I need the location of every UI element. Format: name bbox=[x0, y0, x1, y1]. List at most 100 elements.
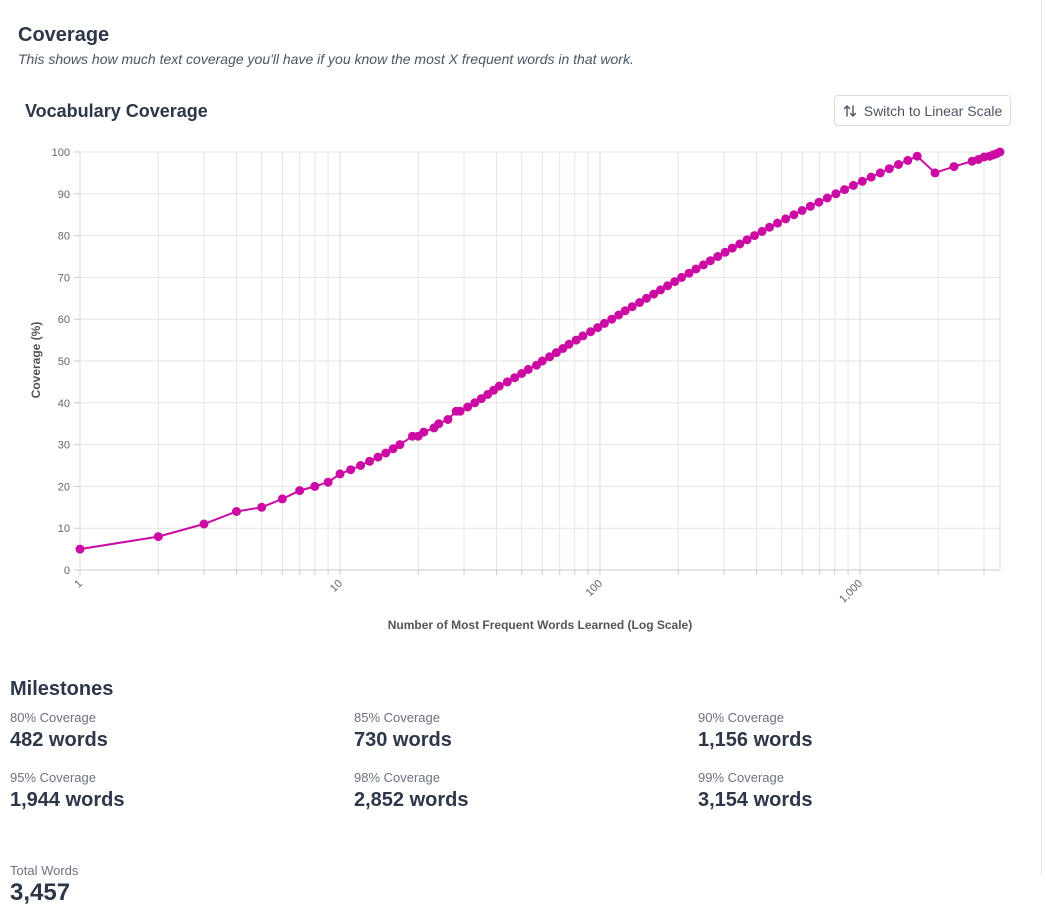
milestone-98: 98% Coverage 2,852 words bbox=[354, 770, 469, 813]
data-point bbox=[649, 289, 659, 299]
data-point bbox=[356, 461, 366, 470]
data-point bbox=[670, 277, 680, 287]
milestones-title: Milestones bbox=[10, 678, 114, 700]
data-point bbox=[930, 168, 940, 178]
total-words-value: 3,457 bbox=[10, 879, 71, 906]
milestone-label: 95% Coverage bbox=[10, 770, 96, 785]
data-point bbox=[805, 201, 815, 211]
data-point bbox=[365, 456, 375, 466]
y-tick-label: 20 bbox=[58, 481, 70, 493]
y-axis-label: Coverage (%) bbox=[29, 322, 43, 399]
data-point bbox=[545, 352, 555, 362]
data-point bbox=[277, 494, 287, 504]
data-point bbox=[765, 222, 774, 232]
milestone-90: 90% Coverage 1,156 words bbox=[698, 710, 813, 753]
data-point bbox=[814, 197, 824, 207]
data-point bbox=[578, 331, 588, 341]
data-point bbox=[599, 318, 609, 328]
data-point bbox=[797, 206, 807, 215]
milestone-label: 85% Coverage bbox=[354, 710, 440, 725]
data-point bbox=[912, 151, 922, 161]
data-point bbox=[677, 272, 687, 282]
total-words-label: Total Words bbox=[10, 863, 79, 878]
data-point bbox=[995, 147, 1005, 157]
milestone-label: 98% Coverage bbox=[354, 770, 440, 785]
data-point bbox=[684, 268, 694, 278]
data-point bbox=[781, 214, 791, 224]
data-point bbox=[373, 452, 383, 462]
y-tick-label: 70 bbox=[58, 272, 70, 284]
y-tick-label: 0 bbox=[64, 565, 70, 577]
data-point bbox=[840, 185, 850, 195]
data-point bbox=[232, 507, 241, 516]
data-point bbox=[642, 293, 651, 303]
x-tick-label: 1,000 bbox=[837, 578, 865, 606]
x-tick-label: 100 bbox=[584, 578, 605, 599]
x-axis-label: Number of Most Frequent Words Learned (L… bbox=[388, 618, 692, 632]
total-words: Total Words 3,457 bbox=[10, 863, 78, 906]
data-point bbox=[627, 302, 637, 312]
data-point bbox=[323, 477, 333, 487]
chart-grid bbox=[79, 151, 1001, 571]
data-point bbox=[551, 348, 561, 358]
y-tick-label: 50 bbox=[58, 356, 70, 368]
swap-vertical-icon bbox=[843, 104, 856, 117]
y-tick-label: 10 bbox=[58, 523, 70, 535]
data-point bbox=[773, 218, 782, 228]
milestone-value: 1,944 words bbox=[10, 789, 125, 811]
milestone-label: 99% Coverage bbox=[698, 770, 784, 785]
switch-scale-label: Switch to Linear Scale bbox=[863, 102, 1003, 119]
data-point bbox=[517, 369, 527, 378]
data-point bbox=[691, 264, 701, 274]
data-point bbox=[663, 281, 673, 291]
coverage-line bbox=[79, 151, 1001, 551]
data-point bbox=[742, 235, 752, 245]
data-point bbox=[735, 239, 745, 249]
y-tick-label: 40 bbox=[58, 398, 70, 410]
data-point bbox=[510, 373, 520, 383]
milestone-label: 90% Coverage bbox=[698, 710, 784, 725]
milestones-section: Milestones 80% Coverage 482 words 85% Co… bbox=[10, 677, 1040, 906]
data-point bbox=[502, 377, 512, 387]
page-title: Coverage bbox=[18, 24, 110, 46]
data-point bbox=[757, 226, 767, 236]
data-point bbox=[295, 486, 305, 496]
milestone-value: 1,156 words bbox=[698, 729, 813, 751]
y-tick-label: 60 bbox=[58, 314, 70, 326]
data-point bbox=[894, 160, 903, 169]
data-point bbox=[698, 260, 708, 270]
switch-scale-button[interactable]: Switch to Linear Scale bbox=[834, 95, 1011, 126]
data-point bbox=[199, 519, 209, 529]
data-point bbox=[388, 444, 398, 454]
data-point bbox=[949, 162, 959, 172]
data-point bbox=[346, 465, 356, 475]
data-point bbox=[727, 243, 737, 253]
data-point bbox=[153, 532, 163, 542]
data-point bbox=[75, 544, 85, 554]
data-point bbox=[494, 381, 504, 391]
y-tick-label: 100 bbox=[52, 147, 70, 159]
milestone-value: 730 words bbox=[354, 729, 452, 751]
data-point bbox=[564, 339, 574, 349]
data-point bbox=[537, 356, 547, 366]
data-point bbox=[848, 180, 858, 190]
data-point bbox=[395, 440, 405, 450]
data-point bbox=[607, 314, 617, 324]
data-point bbox=[635, 298, 645, 307]
data-point bbox=[875, 168, 885, 178]
data-point bbox=[381, 448, 391, 458]
data-point bbox=[310, 481, 320, 491]
data-point bbox=[656, 285, 665, 295]
data-point bbox=[884, 164, 894, 174]
data-point bbox=[903, 155, 913, 165]
data-point bbox=[470, 398, 480, 408]
data-point bbox=[866, 172, 876, 182]
data-point bbox=[443, 415, 453, 424]
y-tick-label: 90 bbox=[58, 189, 70, 201]
x-tick-label: 10 bbox=[328, 578, 345, 595]
data-point bbox=[614, 310, 624, 320]
milestone-80: 80% Coverage 482 words bbox=[10, 710, 108, 753]
data-point bbox=[586, 327, 596, 337]
data-point bbox=[620, 306, 630, 316]
